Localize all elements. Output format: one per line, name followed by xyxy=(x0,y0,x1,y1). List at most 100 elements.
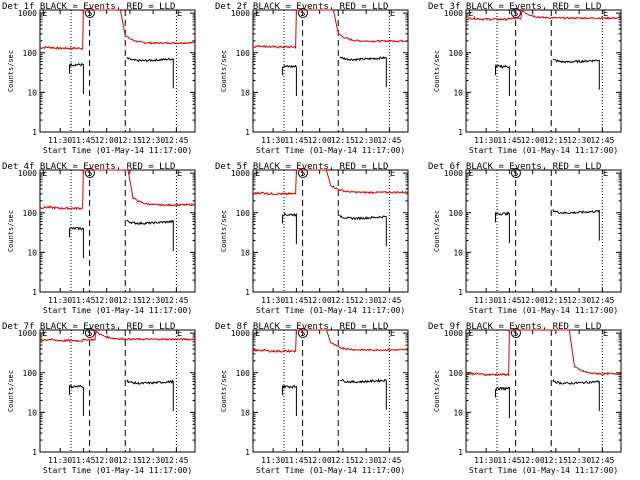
x-tick-label: 11:45 xyxy=(497,296,521,305)
x-tick-label: 11:45 xyxy=(71,456,95,465)
marker-label-s: S xyxy=(87,169,92,179)
lld-series-line xyxy=(252,9,409,50)
x-tick-label: 11:30 xyxy=(48,456,72,465)
x-tick-label: 11:30 xyxy=(474,136,498,145)
y-tick-label: 10 xyxy=(240,88,250,97)
x-tick-label: 11:45 xyxy=(497,136,521,145)
x-axis-label: Start Time (01-May-14 11:17:00) xyxy=(43,466,192,475)
x-axis-label: Start Time (01-May-14 11:17:00) xyxy=(469,306,618,315)
events-series-line xyxy=(339,55,387,88)
marker-circle xyxy=(84,8,95,18)
y-tick-label: 1000 xyxy=(231,329,250,338)
marker-circle xyxy=(297,328,308,338)
y-tick-label: 10 xyxy=(27,88,37,97)
y-tick-label: 1 xyxy=(245,288,250,297)
chart-panel: Det 7f BLACK = Events, RED = LLD 1 10 100 10… xyxy=(2,322,196,475)
y-tick-label: 10 xyxy=(240,248,250,257)
events-series-line xyxy=(339,378,387,410)
marker-label-s: S xyxy=(513,329,518,339)
panel-title: Det 7f BLACK = Events, RED = LLD xyxy=(2,322,175,332)
marker-label-e: E xyxy=(42,329,47,339)
y-tick-label: 100 xyxy=(449,49,464,58)
events-series-line xyxy=(69,226,84,258)
x-tick-label: 12:45 xyxy=(377,136,401,145)
x-tick-label: 12:45 xyxy=(377,456,401,465)
lld-series-line xyxy=(39,169,196,211)
panel-title: Det 6f BLACK = Events, RED = LLD xyxy=(428,162,601,172)
y-axis-label: Counts/sec xyxy=(7,210,15,252)
x-tick-label: 12:30 xyxy=(354,456,378,465)
marker-label-e: E xyxy=(255,329,260,339)
events-series-line xyxy=(495,64,510,96)
x-tick-label: 12:15 xyxy=(544,456,568,465)
y-axis-label: Counts/sec xyxy=(433,50,441,92)
x-tick-label: 12:00 xyxy=(308,296,332,305)
marker-label-e: E xyxy=(468,329,473,339)
y-tick-label: 1 xyxy=(32,448,37,457)
y-tick-label: 10 xyxy=(453,408,463,417)
marker-label-e: E xyxy=(468,169,473,179)
marker-label-e: E xyxy=(390,169,395,179)
marker-label-e: E xyxy=(390,9,395,19)
marker-circle xyxy=(510,8,521,18)
events-series-line xyxy=(126,379,174,412)
y-tick-label: 1000 xyxy=(18,169,37,178)
events-series-line xyxy=(282,212,297,245)
x-tick-label: 12:45 xyxy=(377,296,401,305)
y-tick-label: 100 xyxy=(236,49,251,58)
lld-series-line xyxy=(39,330,196,343)
x-axis-label: Start Time (01-May-14 11:17:00) xyxy=(256,466,405,475)
x-tick-label: 11:30 xyxy=(261,136,285,145)
marker-label-e: E xyxy=(42,169,47,179)
x-tick-label: 12:30 xyxy=(354,296,378,305)
y-tick-label: 100 xyxy=(23,369,38,378)
y-axis-label: Counts/sec xyxy=(220,50,228,92)
x-tick-label: 12:00 xyxy=(308,456,332,465)
x-tick-label: 12:45 xyxy=(164,296,188,305)
y-tick-label: 1 xyxy=(245,448,250,457)
y-axis-label: Counts/sec xyxy=(220,370,228,412)
marker-label-s: S xyxy=(513,9,518,19)
marker-label-e: E xyxy=(177,169,182,179)
y-tick-label: 1 xyxy=(458,128,463,137)
chart-panel: Det 2f BLACK = Events, RED = LLD 1 10 100 10… xyxy=(215,2,409,155)
x-tick-label: 12:00 xyxy=(521,296,545,305)
x-tick-label: 12:00 xyxy=(95,136,119,145)
marker-label-e: E xyxy=(603,329,608,339)
marker-label-e: E xyxy=(177,9,182,19)
plot-frame xyxy=(39,169,196,293)
panel-title: Det 5f BLACK = Events, RED = LLD xyxy=(215,162,388,172)
panel-title: Det 3f BLACK = Events, RED = LLD xyxy=(428,2,601,12)
x-tick-label: 12:45 xyxy=(164,456,188,465)
lld-series-line xyxy=(252,329,409,354)
marker-label-s: S xyxy=(87,329,92,339)
events-series-line xyxy=(495,210,510,244)
y-tick-label: 100 xyxy=(449,369,464,378)
x-axis-label: Start Time (01-May-14 11:17:00) xyxy=(469,466,618,475)
y-tick-label: 100 xyxy=(23,49,38,58)
x-tick-label: 12:15 xyxy=(331,296,355,305)
marker-circle xyxy=(84,328,95,338)
plot-frame xyxy=(39,9,196,133)
x-tick-label: 11:45 xyxy=(71,296,95,305)
marker-circle xyxy=(297,8,308,18)
events-series-line xyxy=(282,383,297,416)
x-tick-label: 12:00 xyxy=(521,136,545,145)
x-tick-label: 12:45 xyxy=(590,456,614,465)
y-tick-label: 1000 xyxy=(444,329,463,338)
marker-label-s: S xyxy=(300,169,305,179)
x-tick-label: 11:30 xyxy=(261,456,285,465)
marker-circle xyxy=(84,168,95,178)
x-tick-label: 12:45 xyxy=(164,136,188,145)
x-tick-label: 11:30 xyxy=(261,296,285,305)
y-axis-label: Counts/sec xyxy=(433,210,441,252)
y-tick-label: 100 xyxy=(449,209,464,218)
x-tick-label: 11:30 xyxy=(474,456,498,465)
events-series-line xyxy=(126,56,174,89)
marker-label-s: S xyxy=(513,169,518,179)
events-series-line xyxy=(282,64,297,96)
chart-panel: Det 1f BLACK = Events, RED = LLD 1 10 100 10… xyxy=(2,2,196,155)
marker-label-e: E xyxy=(255,169,260,179)
x-tick-label: 12:15 xyxy=(118,296,142,305)
events-series-line xyxy=(69,384,84,416)
